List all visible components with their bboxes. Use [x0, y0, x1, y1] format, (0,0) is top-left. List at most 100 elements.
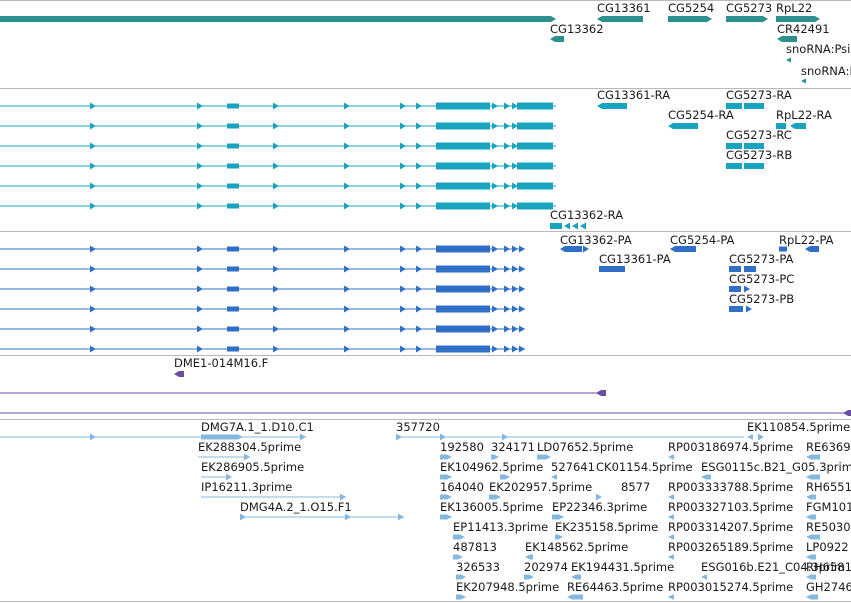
gene-label[interactable]: CG13362: [550, 22, 604, 36]
exon-marker[interactable]: [416, 345, 422, 353]
exon-marker[interactable]: [512, 245, 518, 253]
exon-marker[interactable]: [344, 265, 350, 273]
feature-arrow[interactable]: [806, 594, 818, 600]
exon-marker[interactable]: [197, 102, 203, 110]
est-label[interactable]: 527641: [551, 460, 595, 474]
exon-marker[interactable]: [580, 222, 586, 230]
exon-marker[interactable]: [746, 305, 752, 313]
exon-marker[interactable]: [416, 305, 422, 313]
est-label[interactable]: EK235158.5prime: [555, 520, 659, 534]
feature-arrow[interactable]: [668, 494, 674, 500]
transcript-label[interactable]: CG5273-RC: [726, 128, 792, 142]
exon-marker[interactable]: [90, 305, 96, 313]
exon-marker[interactable]: [492, 325, 498, 333]
est-label[interactable]: IP16211.3prime: [201, 480, 293, 494]
exon-marker[interactable]: [504, 305, 510, 313]
protein-label[interactable]: CG13362-PA: [560, 233, 632, 247]
gene-label[interactable]: RpL22: [776, 1, 813, 15]
exon-marker[interactable]: [90, 345, 96, 353]
feature-arrow[interactable]: [524, 574, 534, 580]
exon-marker[interactable]: [492, 265, 498, 273]
transcript-label[interactable]: CG13362-RA: [550, 208, 624, 222]
exon-marker[interactable]: [564, 222, 570, 230]
exon-marker[interactable]: [416, 182, 422, 190]
feature-arrow[interactable]: [747, 434, 753, 440]
exon-marker[interactable]: [244, 453, 250, 461]
feature-arrow[interactable]: [440, 474, 452, 480]
exon-marker[interactable]: [90, 433, 96, 441]
feature-arrow[interactable]: [560, 246, 582, 252]
exon-marker[interactable]: [519, 325, 525, 333]
exon-marker[interactable]: [519, 305, 525, 313]
est-label[interactable]: ESG016b.E21_C04.3prim: [701, 560, 846, 574]
exon-marker[interactable]: [197, 182, 203, 190]
exon-marker[interactable]: [492, 345, 498, 353]
exon-box[interactable]: [517, 162, 553, 170]
est-label[interactable]: 192580: [440, 440, 484, 454]
exon-marker[interactable]: [512, 182, 518, 190]
exon-marker[interactable]: [300, 433, 306, 441]
exon-box[interactable]: [436, 202, 490, 210]
exon-box[interactable]: [227, 143, 239, 149]
exon-marker[interactable]: [416, 202, 422, 210]
exon-box[interactable]: [517, 182, 553, 190]
exon-marker[interactable]: [344, 305, 350, 313]
exon-marker[interactable]: [90, 285, 96, 293]
exon-marker[interactable]: [492, 285, 498, 293]
exon-marker[interactable]: [344, 245, 350, 253]
exon-marker[interactable]: [440, 433, 446, 441]
est-label[interactable]: RP003265189.5prime: [668, 540, 794, 554]
exon-marker[interactable]: [197, 162, 203, 170]
exon-marker[interactable]: [512, 325, 518, 333]
feature-arrow[interactable]: [806, 574, 816, 580]
exon-box[interactable]: [744, 103, 764, 109]
exon-box[interactable]: [436, 162, 490, 170]
exon-marker[interactable]: [519, 285, 525, 293]
protein-label[interactable]: CG13361-PA: [599, 252, 671, 266]
est-label[interactable]: 324171: [491, 440, 535, 454]
protein-label[interactable]: CG5254-PA: [670, 233, 735, 247]
feature-arrow[interactable]: [786, 57, 791, 63]
feature-arrow[interactable]: [806, 554, 816, 560]
feature-arrow[interactable]: [668, 534, 674, 540]
feature-arrow[interactable]: [668, 123, 698, 129]
feature-arrow[interactable]: [668, 454, 674, 460]
feature-arrow[interactable]: [776, 16, 820, 22]
exon-marker[interactable]: [512, 122, 518, 130]
exon-box[interactable]: [227, 183, 239, 189]
est-label[interactable]: RE6369: [806, 440, 851, 454]
est-label[interactable]: ESG0115c.B21_G05.3prim: [701, 460, 851, 474]
exon-marker[interactable]: [344, 102, 350, 110]
feature-arrow[interactable]: [597, 16, 643, 22]
gene-label[interactable]: snoRNA:P: [801, 64, 851, 78]
feature-arrow[interactable]: [668, 514, 674, 520]
exon-marker[interactable]: [344, 142, 350, 150]
exon-marker[interactable]: [504, 202, 510, 210]
feature-arrow[interactable]: [596, 390, 606, 396]
exon-marker[interactable]: [398, 513, 404, 521]
exon-marker[interactable]: [502, 433, 508, 441]
exon-marker[interactable]: [90, 265, 96, 273]
protein-label[interactable]: CG5273-PC: [729, 272, 795, 286]
exon-box[interactable]: [726, 143, 742, 149]
est-label[interactable]: LP0922: [806, 540, 849, 554]
feature-arrow[interactable]: [551, 474, 557, 480]
exon-box[interactable]: [599, 266, 625, 272]
exon-marker[interactable]: [572, 222, 578, 230]
exon-box[interactable]: [517, 202, 553, 210]
exon-marker[interactable]: [273, 202, 279, 210]
transcript-label[interactable]: CG5273-RB: [726, 148, 793, 162]
exon-marker[interactable]: [504, 325, 510, 333]
exon-marker[interactable]: [226, 473, 232, 481]
feature-arrow[interactable]: [491, 454, 499, 460]
exon-marker[interactable]: [90, 182, 96, 190]
feature-arrow[interactable]: [567, 594, 583, 600]
est-label[interactable]: FGM101: [806, 500, 851, 514]
est-label[interactable]: RP003327103.5prime: [668, 500, 794, 514]
exon-marker[interactable]: [416, 245, 422, 253]
exon-marker[interactable]: [197, 122, 203, 130]
feature-arrow[interactable]: [537, 454, 551, 460]
est-label[interactable]: 357720: [396, 420, 440, 434]
exon-marker[interactable]: [400, 102, 406, 110]
exon-marker[interactable]: [744, 285, 750, 293]
